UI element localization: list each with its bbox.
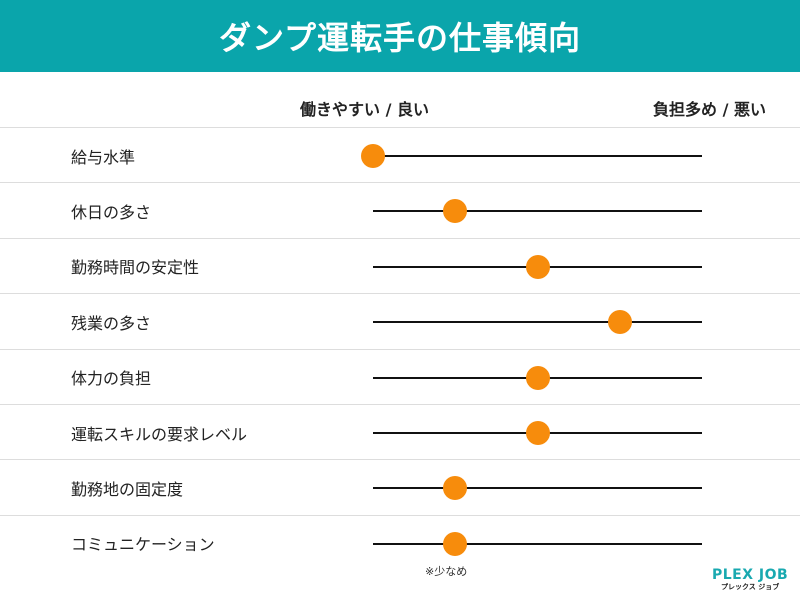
row-label: 体力の負担 xyxy=(71,369,152,389)
footnote: ※少なめ xyxy=(425,565,468,578)
page-title: ダンプ運転手の仕事傾向 xyxy=(218,19,582,57)
axis-left-label: 働きやすい / 良い xyxy=(300,100,429,119)
rating-row: コミュニケーション xyxy=(0,514,800,571)
rating-dot xyxy=(443,476,468,501)
rating-row: 運転スキルの要求レベル xyxy=(0,404,800,460)
rating-dot xyxy=(525,421,550,445)
scale-track xyxy=(373,155,702,157)
row-label: 休日の多さ xyxy=(71,202,152,222)
row-label: 運転スキルの要求レベル xyxy=(71,424,248,444)
rating-dot xyxy=(607,310,632,335)
rating-row: 残業の多さ xyxy=(0,293,800,349)
rating-dot xyxy=(443,531,468,556)
brand-logo: PLEX JOB プレックス ジョブ xyxy=(712,568,788,592)
row-label: 勤務地の固定度 xyxy=(71,479,184,499)
rating-dot xyxy=(525,365,550,390)
row-label: コミュニケーション xyxy=(71,535,215,555)
rating-dot xyxy=(525,254,550,279)
rating-dot xyxy=(361,144,385,168)
row-label: 給与水準 xyxy=(71,147,136,167)
rating-row: 給与水準 xyxy=(0,127,800,183)
row-label: 勤務時間の安定性 xyxy=(71,258,200,278)
rating-row: 休日の多さ xyxy=(0,182,800,238)
scale-track xyxy=(373,210,702,213)
logo-sub-text: プレックス ジョブ xyxy=(720,583,780,591)
rating-row: 勤務時間の安定性 xyxy=(0,237,800,294)
rating-row: 勤務地の固定度 xyxy=(0,459,800,515)
rating-row: 体力の負担 xyxy=(0,348,800,405)
scale-track xyxy=(373,487,702,490)
rating-dot xyxy=(443,199,468,224)
axis-right-label: 負担多め / 悪い xyxy=(653,100,766,119)
logo-main-text: PLEX JOB xyxy=(712,567,789,583)
scale-track xyxy=(373,321,702,324)
row-label: 残業の多さ xyxy=(71,313,152,333)
scale-track xyxy=(373,542,702,545)
header-banner: ダンプ運転手の仕事傾向 xyxy=(0,0,800,72)
